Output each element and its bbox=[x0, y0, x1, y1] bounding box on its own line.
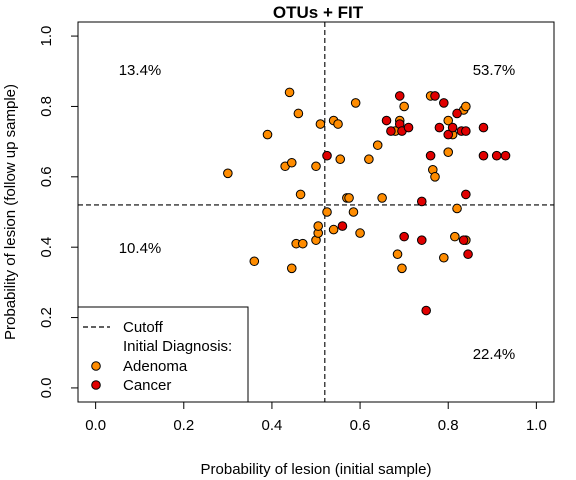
cancer-point bbox=[416, 196, 427, 207]
adenoma-point bbox=[443, 115, 454, 126]
cancer-point bbox=[425, 150, 436, 161]
cancer-point bbox=[416, 235, 427, 245]
legend-heading: Initial Diagnosis: bbox=[123, 338, 232, 355]
adenoma-point bbox=[328, 224, 339, 235]
cancer-point bbox=[463, 249, 473, 260]
cancer-point bbox=[447, 122, 458, 133]
cancer-point bbox=[381, 115, 392, 126]
adenoma-point bbox=[355, 228, 365, 238]
adenoma-point bbox=[397, 263, 407, 274]
adenoma-point bbox=[286, 263, 297, 274]
adenoma-point bbox=[322, 207, 332, 217]
adenoma-point bbox=[430, 172, 440, 182]
chart-title: OTUs + FIT bbox=[273, 3, 364, 22]
cancer-point bbox=[478, 122, 489, 133]
x-tick-label: 0.8 bbox=[438, 417, 459, 434]
adenoma-point bbox=[372, 140, 383, 150]
cancer-point bbox=[430, 91, 440, 101]
legend-cutoff-label: Cutoff bbox=[123, 319, 164, 336]
adenoma-point bbox=[313, 221, 324, 231]
adenoma-point bbox=[333, 119, 343, 129]
adenoma-point bbox=[443, 147, 454, 157]
cancer-point bbox=[452, 108, 462, 119]
adenoma-point bbox=[348, 207, 359, 217]
adenoma-point bbox=[295, 189, 306, 200]
legend-box bbox=[77, 306, 249, 403]
cancer-point bbox=[337, 221, 348, 231]
adenoma-point bbox=[262, 129, 273, 140]
adenoma-point bbox=[450, 231, 460, 242]
y-tick-label: 0.8 bbox=[38, 96, 55, 117]
cancer-point bbox=[461, 189, 471, 200]
adenoma-point bbox=[392, 249, 403, 260]
adenoma-point bbox=[249, 256, 260, 267]
adenoma-point bbox=[377, 193, 387, 203]
legend: Cutoff Initial Diagnosis: Adenoma Cancer bbox=[77, 306, 249, 403]
x-tick-label: 0.0 bbox=[85, 417, 106, 434]
y-tick-label: 0.6 bbox=[38, 166, 55, 187]
adenoma-point bbox=[223, 168, 233, 179]
data-points bbox=[223, 87, 511, 316]
axis-ticks: 0.0 0.0 0.2 0.2 0.4 0.4 0.6 0.6 0.8 0.8 1.0 1.0 bbox=[38, 26, 547, 434]
quadrant-label-bottom-right: 22.4% bbox=[473, 346, 516, 363]
x-tick-label: 0.6 bbox=[350, 417, 371, 434]
x-tick-label: 1.0 bbox=[526, 417, 547, 434]
cancer-point bbox=[491, 150, 502, 161]
legend-adenoma-label: Adenoma bbox=[123, 358, 188, 375]
y-tick-label: 0.4 bbox=[38, 237, 55, 258]
cancer-point bbox=[500, 150, 511, 161]
adenoma-point bbox=[344, 193, 354, 203]
plot-area-frame bbox=[77, 21, 555, 403]
quadrant-label-top-right: 53.7% bbox=[473, 62, 516, 79]
cancer-point bbox=[421, 305, 431, 316]
adenoma-point bbox=[335, 154, 346, 165]
adenoma-point bbox=[439, 252, 449, 263]
cancer-point bbox=[394, 91, 405, 101]
quadrant-label-bottom-left: 10.4% bbox=[119, 240, 162, 257]
cancer-point bbox=[458, 235, 469, 245]
cancer-point bbox=[403, 122, 414, 133]
adenoma-point bbox=[399, 101, 409, 112]
cancer-point bbox=[443, 129, 454, 140]
legend-cancer-marker bbox=[91, 380, 101, 390]
y-axis-label: Probability of lesion (follow up sample) bbox=[2, 84, 19, 340]
cancer-point bbox=[322, 150, 332, 161]
cancer-point bbox=[478, 150, 489, 161]
adenoma-point bbox=[311, 161, 321, 172]
cancer-point bbox=[439, 98, 449, 108]
adenoma-point bbox=[293, 108, 304, 119]
adenoma-point bbox=[284, 87, 295, 98]
adenoma-point bbox=[315, 119, 326, 129]
adenoma-point bbox=[297, 238, 308, 249]
adenoma-point bbox=[364, 154, 374, 165]
x-axis-label: Probability of lesion (initial sample) bbox=[201, 461, 432, 478]
cancer-point bbox=[461, 126, 471, 136]
legend-adenoma-marker bbox=[91, 361, 101, 371]
x-tick-label: 0.4 bbox=[261, 417, 282, 434]
quadrant-label-top-left: 13.4% bbox=[119, 62, 162, 79]
y-tick-label: 0.0 bbox=[38, 377, 55, 398]
legend-cancer-label: Cancer bbox=[123, 377, 171, 394]
adenoma-point bbox=[350, 98, 361, 108]
y-tick-label: 0.2 bbox=[38, 307, 55, 328]
cutoff-lines bbox=[78, 22, 554, 402]
adenoma-point bbox=[286, 157, 297, 168]
y-tick-label: 1.0 bbox=[38, 26, 55, 47]
adenoma-point bbox=[452, 203, 462, 214]
cancer-point bbox=[386, 126, 396, 136]
adenoma-point bbox=[461, 101, 471, 112]
cancer-point bbox=[399, 231, 409, 242]
cancer-point bbox=[434, 122, 445, 133]
x-tick-label: 0.2 bbox=[173, 417, 194, 434]
